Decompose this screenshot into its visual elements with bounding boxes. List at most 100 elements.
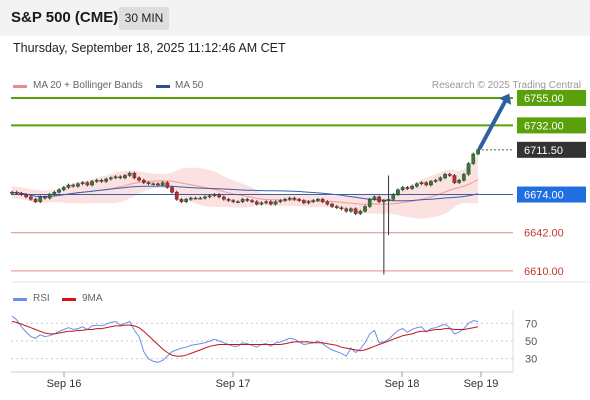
level-label-6642.00: 6642.00 <box>524 228 564 240</box>
candle <box>99 179 104 182</box>
candle <box>52 191 57 195</box>
candle <box>353 208 358 214</box>
candle <box>137 177 141 181</box>
candle <box>339 207 344 210</box>
candle <box>466 163 471 175</box>
candle <box>226 199 231 201</box>
candle <box>66 184 71 188</box>
candle <box>363 206 367 212</box>
candle <box>207 195 212 198</box>
candle <box>405 187 410 189</box>
candle <box>33 199 38 202</box>
candle <box>38 196 43 202</box>
candle <box>231 200 236 202</box>
candle <box>269 201 273 205</box>
candle <box>250 200 254 202</box>
x-tick-label: Sep 16 <box>47 378 82 390</box>
candle <box>127 172 132 176</box>
candle <box>386 199 391 201</box>
candle <box>24 194 28 198</box>
candle <box>325 201 330 205</box>
candle <box>391 194 396 200</box>
candle <box>311 200 316 202</box>
candle <box>80 182 85 185</box>
candle <box>349 208 353 212</box>
candle <box>10 191 14 194</box>
candle <box>19 193 24 195</box>
candle <box>141 179 146 183</box>
candle <box>160 182 165 186</box>
legend-swatch-9ma <box>62 298 76 301</box>
candle <box>396 189 400 195</box>
candle <box>132 172 137 179</box>
candle <box>476 149 480 155</box>
candle <box>123 175 127 179</box>
candle <box>457 179 461 183</box>
x-tick-label: Sep 19 <box>464 378 499 390</box>
candle <box>198 197 203 200</box>
candle <box>471 153 476 164</box>
candle <box>297 199 301 201</box>
candle <box>400 187 405 190</box>
candle <box>377 196 381 202</box>
x-tick-label: Sep 18 <box>385 378 420 390</box>
level-box-6732.00 <box>517 117 586 134</box>
candle <box>306 201 311 204</box>
candle <box>302 200 306 204</box>
x-tick-label: Sep 17 <box>216 378 251 390</box>
candle <box>61 187 66 190</box>
legend-swatch-bollinger <box>13 85 27 88</box>
projection-arrow-head <box>498 93 512 105</box>
candle <box>76 183 80 187</box>
level-box-6755.00 <box>517 89 586 106</box>
candle <box>221 196 226 200</box>
candle <box>292 197 297 200</box>
level-label-6755.00: 6755.00 <box>524 93 564 105</box>
timeframe-badge[interactable]: 30 MIN <box>119 7 169 30</box>
level-label-6674.00: 6674.00 <box>524 190 564 202</box>
level-label-6732.00: 6732.00 <box>524 120 564 132</box>
candle <box>184 199 188 202</box>
candle <box>415 183 419 187</box>
candle <box>278 200 283 202</box>
candle <box>165 182 170 188</box>
legend-bollinger: MA 20 + Bollinger Bands <box>33 80 143 91</box>
ma50-line <box>11 185 479 202</box>
candle <box>29 196 33 200</box>
legend-swatch-ma50 <box>156 85 170 88</box>
candle <box>156 183 160 186</box>
candle <box>382 200 386 202</box>
candle <box>254 201 259 205</box>
candle <box>90 181 94 186</box>
candle <box>358 210 363 214</box>
candle <box>424 182 429 186</box>
projection-arrow <box>478 99 507 150</box>
candle <box>217 194 221 198</box>
candle <box>264 201 268 204</box>
candle <box>57 189 61 193</box>
candle <box>174 191 179 200</box>
bollinger-band <box>12 155 478 219</box>
candle <box>151 183 156 186</box>
candle <box>443 174 447 179</box>
candle <box>320 199 325 202</box>
candle <box>429 181 433 186</box>
candle <box>419 182 424 185</box>
candle <box>447 174 452 176</box>
candle <box>330 203 334 207</box>
candle <box>462 174 466 181</box>
candle <box>273 201 278 205</box>
candle <box>188 197 193 200</box>
candle <box>85 182 90 186</box>
rsi-9ma-line <box>11 321 479 357</box>
legend-9ma: 9MA <box>82 293 103 304</box>
candle <box>14 191 19 194</box>
candle <box>245 199 250 201</box>
candle <box>47 194 52 199</box>
candle <box>170 187 174 193</box>
candle <box>367 199 372 207</box>
candle <box>212 194 217 196</box>
level-label-6711.50: 6711.50 <box>524 145 563 157</box>
credit-text: Research © 2025 Trading Central <box>431 80 581 91</box>
